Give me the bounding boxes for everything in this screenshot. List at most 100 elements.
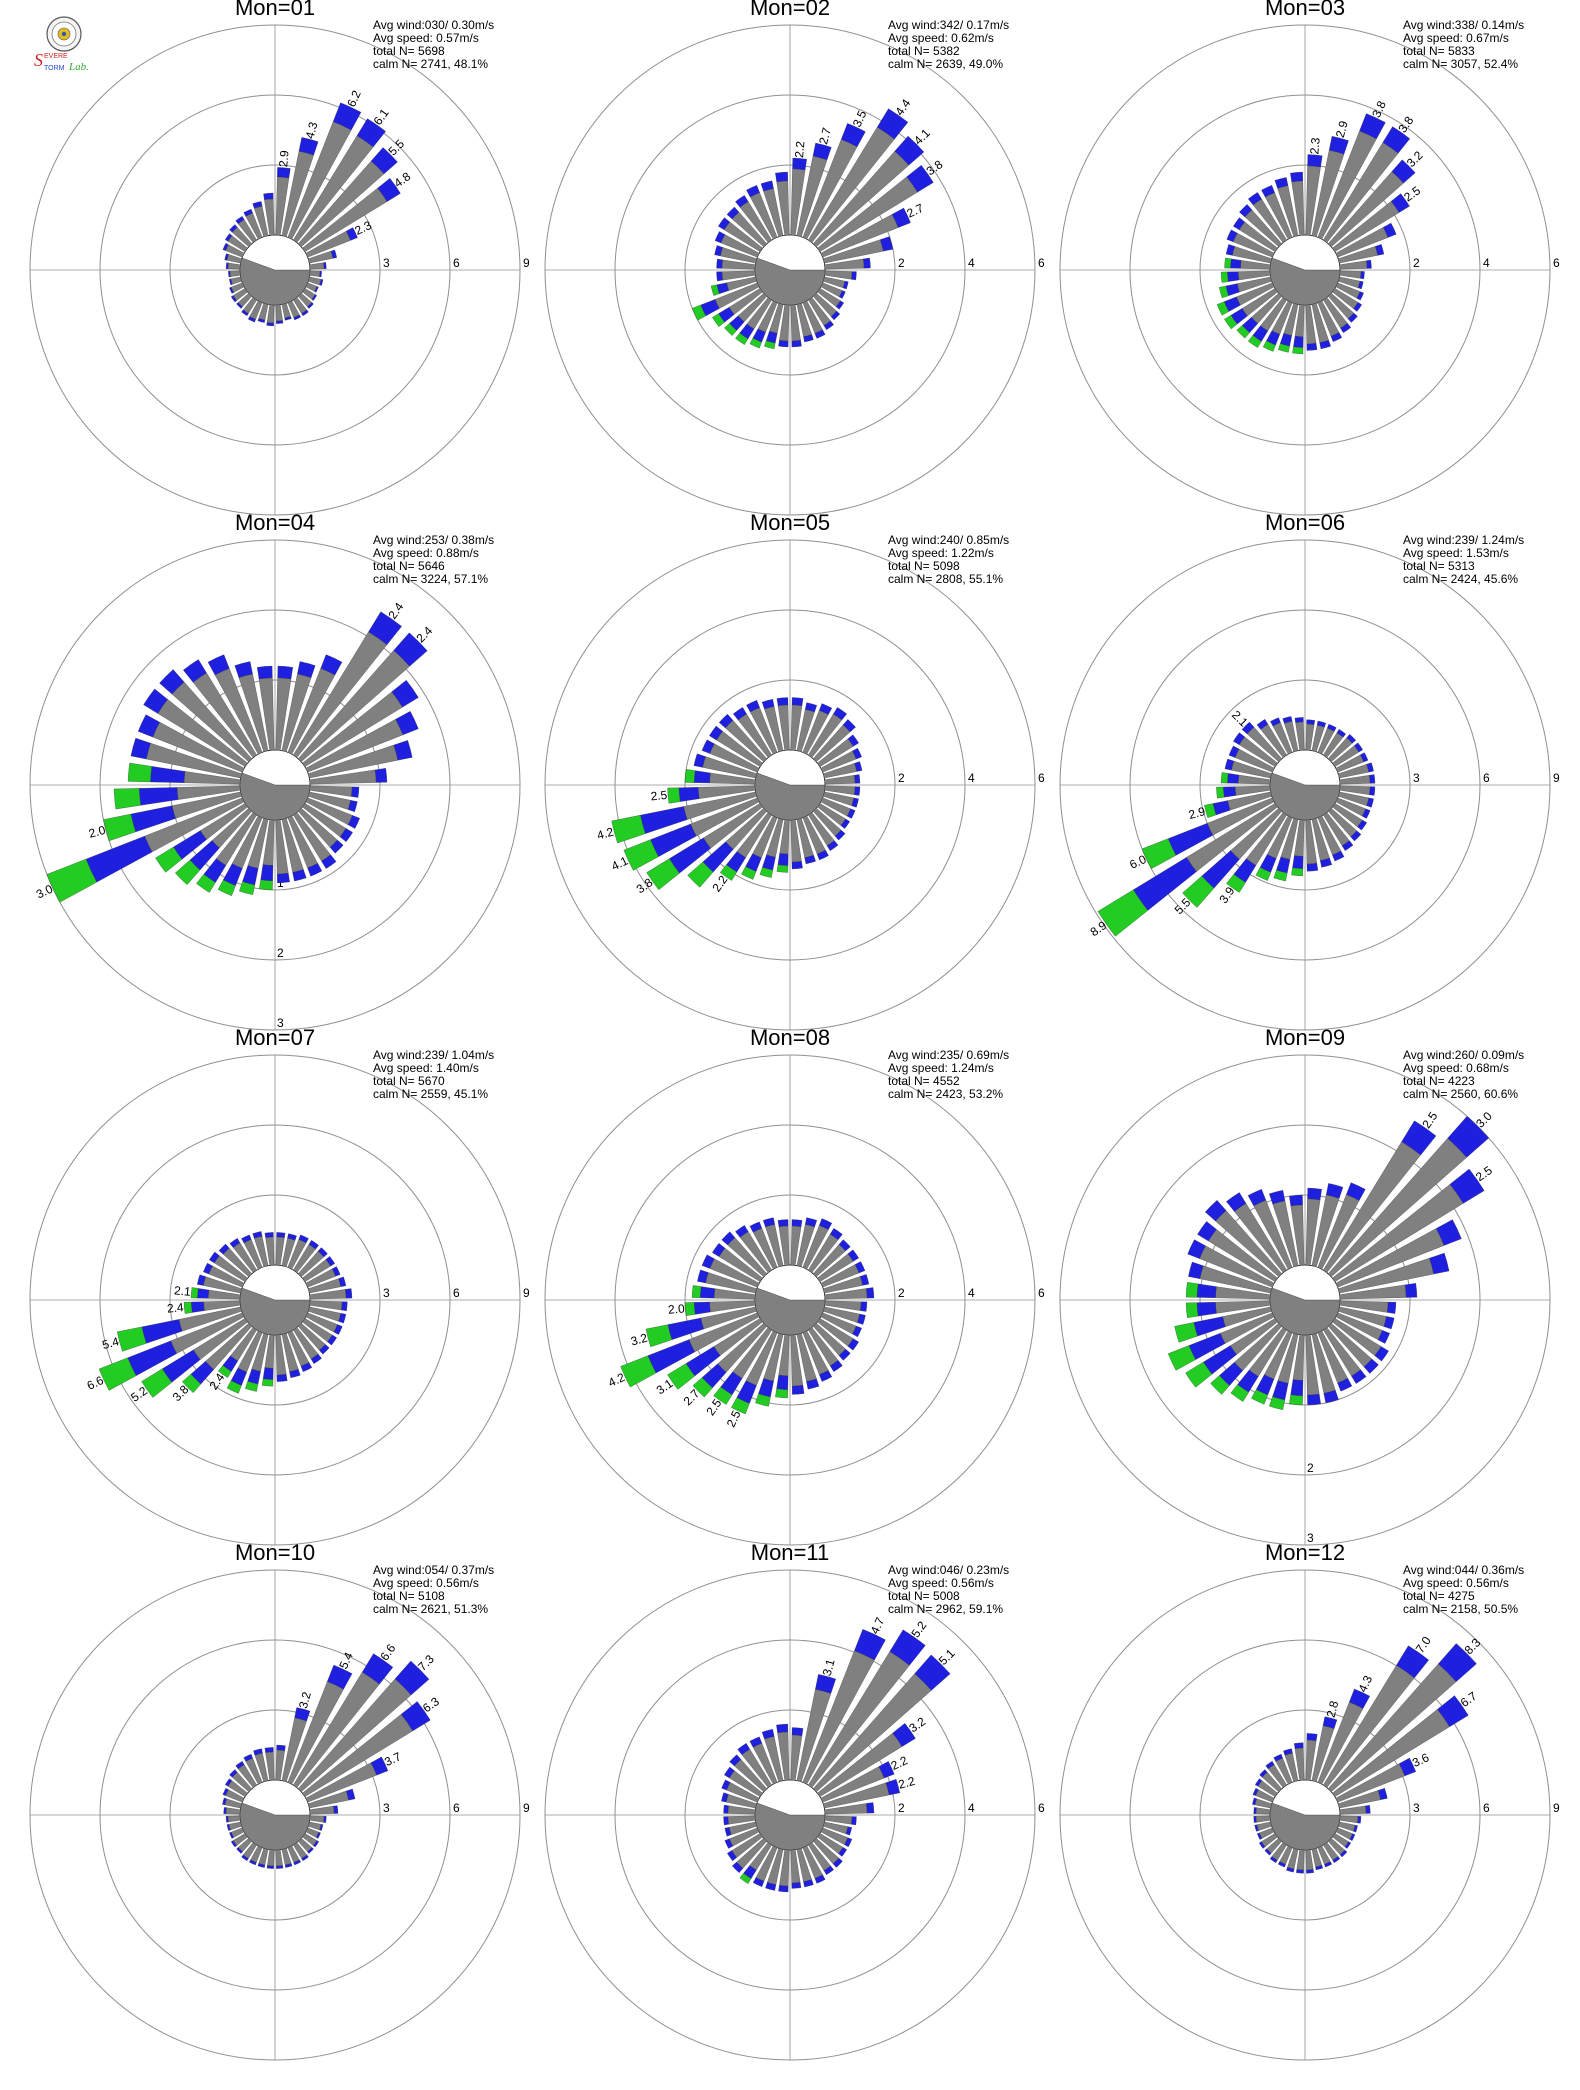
sector-5-seg1	[1307, 1187, 1322, 1201]
sector-185-seg1	[260, 864, 274, 882]
logo-lab: Lab.	[68, 61, 89, 73]
bar-label-275: 2.1	[174, 1283, 192, 1298]
sector-155-seg1	[1337, 1378, 1353, 1392]
sector-175-seg1	[276, 1865, 284, 1869]
ring-label-2: 2	[277, 946, 284, 960]
sector-305-seg1	[225, 1778, 233, 1787]
sector-325-seg1	[735, 1225, 749, 1238]
sector-245-seg2	[623, 839, 659, 871]
sector-185-seg2	[776, 864, 789, 873]
sector-135-seg1	[834, 829, 846, 841]
sector-265-seg1	[228, 270, 231, 278]
sector-185-seg1	[262, 1367, 274, 1380]
ring-label-2: 2	[898, 771, 905, 785]
sector-25-seg1	[327, 1664, 353, 1690]
ring-label-2: 2	[1413, 256, 1420, 270]
sector-245-seg2	[692, 304, 707, 321]
sector-55-seg1	[892, 1723, 916, 1747]
calm-fill	[754, 257, 826, 306]
sector-355-seg1	[776, 1723, 789, 1733]
sector-205-seg2	[749, 337, 762, 349]
sector-75-seg1	[330, 249, 337, 259]
sector-245-seg2	[1216, 301, 1230, 316]
sector-325-seg1	[733, 707, 747, 721]
sector-315-seg1	[229, 1769, 238, 1778]
sector-45-seg1	[894, 135, 925, 166]
ring-label-6: 6	[1038, 256, 1045, 270]
stat-line-2: Avg speed: 1.53m/s	[1403, 546, 1509, 560]
sector-95-seg0	[309, 270, 321, 277]
sector-315-seg1	[718, 713, 734, 729]
sector-265-seg1	[1253, 1816, 1257, 1823]
sector-15-seg1	[1328, 136, 1349, 155]
sector-265-seg1	[716, 271, 723, 282]
sector-135-seg1	[832, 1857, 843, 1868]
sector-35-seg1	[1336, 729, 1346, 738]
sector-5-seg1	[1306, 719, 1315, 725]
stat-line-1: Avg wind:046/ 0.23m/s	[888, 1563, 1009, 1577]
stat-line-4: calm N= 2424, 45.6%	[1403, 572, 1518, 586]
sector-235-seg2	[646, 858, 680, 891]
sector-115-seg1	[839, 290, 846, 299]
sector-195-seg1	[242, 865, 259, 886]
sector-265-seg2	[1216, 786, 1225, 799]
sector-85-seg1	[863, 257, 871, 269]
sector-55-seg1	[1449, 1168, 1485, 1204]
sector-255-seg2	[1204, 803, 1217, 818]
stat-line-4: calm N= 2962, 59.1%	[888, 1602, 1003, 1616]
stat-line-4: calm N= 2423, 53.2%	[888, 1087, 1003, 1101]
stat-line-3: total N= 4552	[888, 1074, 960, 1088]
ring-label-2: 2	[898, 256, 905, 270]
calm-fill	[1269, 1287, 1341, 1336]
rose-title: Mon=01	[235, 0, 315, 20]
sector-175-seg1	[1306, 343, 1318, 351]
sector-225-seg2	[175, 859, 201, 885]
sector-105-seg1	[857, 1313, 866, 1325]
bar-label-65: 2.7	[905, 201, 926, 221]
sector-135-seg1	[838, 1348, 851, 1361]
ring-label-9: 9	[523, 1286, 530, 1300]
sector-65-seg1	[878, 1761, 895, 1779]
bar-label-65: 2.3	[353, 218, 374, 238]
stat-line-2: Avg speed: 0.67m/s	[1403, 31, 1509, 45]
bar-label-245: 6.6	[85, 1373, 106, 1393]
sector-85-seg1	[374, 768, 388, 783]
sector-275-seg0	[227, 262, 241, 270]
sector-245-seg1	[229, 1831, 234, 1839]
ring-label-9: 9	[523, 1801, 530, 1815]
sector-255-seg1	[724, 1827, 732, 1837]
sector-205-seg2	[226, 1380, 242, 1394]
sector-275-seg1	[225, 262, 229, 270]
stat-line-2: Avg speed: 0.88m/s	[373, 546, 479, 560]
stat-line-4: calm N= 2559, 45.1%	[373, 1087, 488, 1101]
sector-105-seg1	[1366, 797, 1374, 808]
rose-title: Mon=09	[1265, 1025, 1345, 1050]
sector-155-seg1	[814, 329, 826, 339]
stat-line-2: Avg speed: 0.56m/s	[888, 1576, 994, 1590]
sector-95-seg1	[323, 1816, 327, 1823]
calm-fill	[1269, 772, 1341, 821]
sector-135-seg1	[1347, 312, 1358, 323]
sector-285-seg1	[1224, 758, 1234, 771]
sector-185-seg1	[778, 340, 789, 348]
ring-label-6: 6	[1483, 771, 1490, 785]
sector-215-seg2	[196, 874, 216, 893]
sector-75-seg1	[880, 236, 894, 252]
sector-245-seg1	[85, 835, 153, 883]
sector-45-seg1	[1438, 1643, 1477, 1682]
sector-185-seg2	[259, 879, 273, 891]
sector-125-seg1	[1344, 1841, 1352, 1849]
stat-line-3: total N= 5098	[888, 559, 960, 573]
ring-label-6: 6	[1038, 1801, 1045, 1815]
sector-45-seg1	[393, 632, 428, 667]
stat-line-1: Avg wind:260/ 0.09m/s	[1403, 1048, 1524, 1062]
sector-215-seg2	[1248, 335, 1262, 348]
stat-line-1: Avg wind:239/ 1.04m/s	[373, 1048, 494, 1062]
bar-label-65: 3.7	[382, 1749, 403, 1769]
sector-85-seg1	[866, 1287, 875, 1299]
sector-175-seg1	[277, 873, 290, 884]
sector-305-seg1	[209, 1251, 220, 1264]
sector-15-seg1	[1326, 1183, 1344, 1199]
sector-95-seg1	[351, 786, 360, 798]
